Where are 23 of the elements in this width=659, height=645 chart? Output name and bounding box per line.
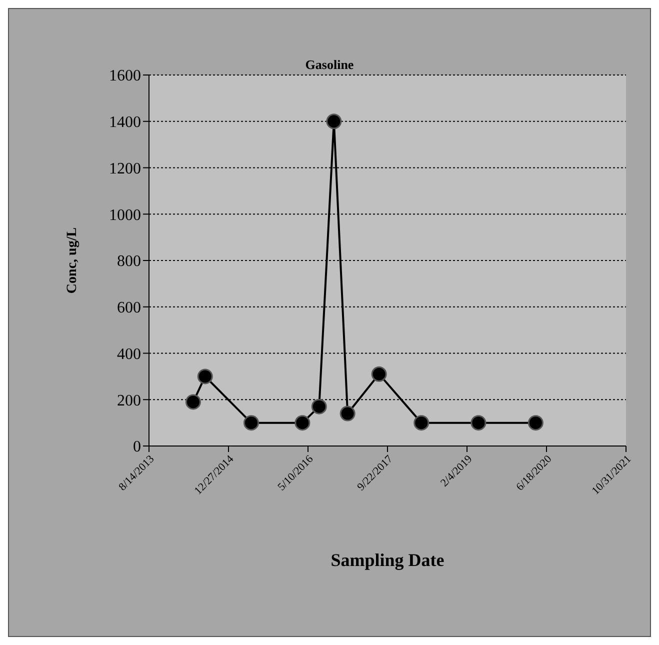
y-tick-label: 0 xyxy=(133,438,141,456)
point xyxy=(185,394,201,410)
chart-title: Gasoline xyxy=(305,57,354,72)
y-tick-label: 1000 xyxy=(109,206,141,224)
point xyxy=(414,415,430,431)
y-tick-label: 400 xyxy=(117,346,141,363)
x-axis-title: Sampling Date xyxy=(330,550,444,570)
y-tick-label: 800 xyxy=(117,253,141,270)
y-tick-label: 200 xyxy=(117,392,141,410)
y-tick-label: 1600 xyxy=(109,68,141,85)
point xyxy=(294,415,310,431)
y-tick-label: 1400 xyxy=(109,114,141,132)
y-tick-label: 600 xyxy=(117,300,141,317)
point xyxy=(528,415,544,431)
y-axis-title: Conc, ug/L xyxy=(64,227,80,294)
point xyxy=(470,415,486,431)
point xyxy=(371,366,387,382)
point xyxy=(340,406,356,422)
point xyxy=(243,415,259,431)
y-tick-label: 1200 xyxy=(109,160,141,178)
point xyxy=(197,368,213,384)
point xyxy=(311,398,327,414)
point xyxy=(326,114,342,130)
